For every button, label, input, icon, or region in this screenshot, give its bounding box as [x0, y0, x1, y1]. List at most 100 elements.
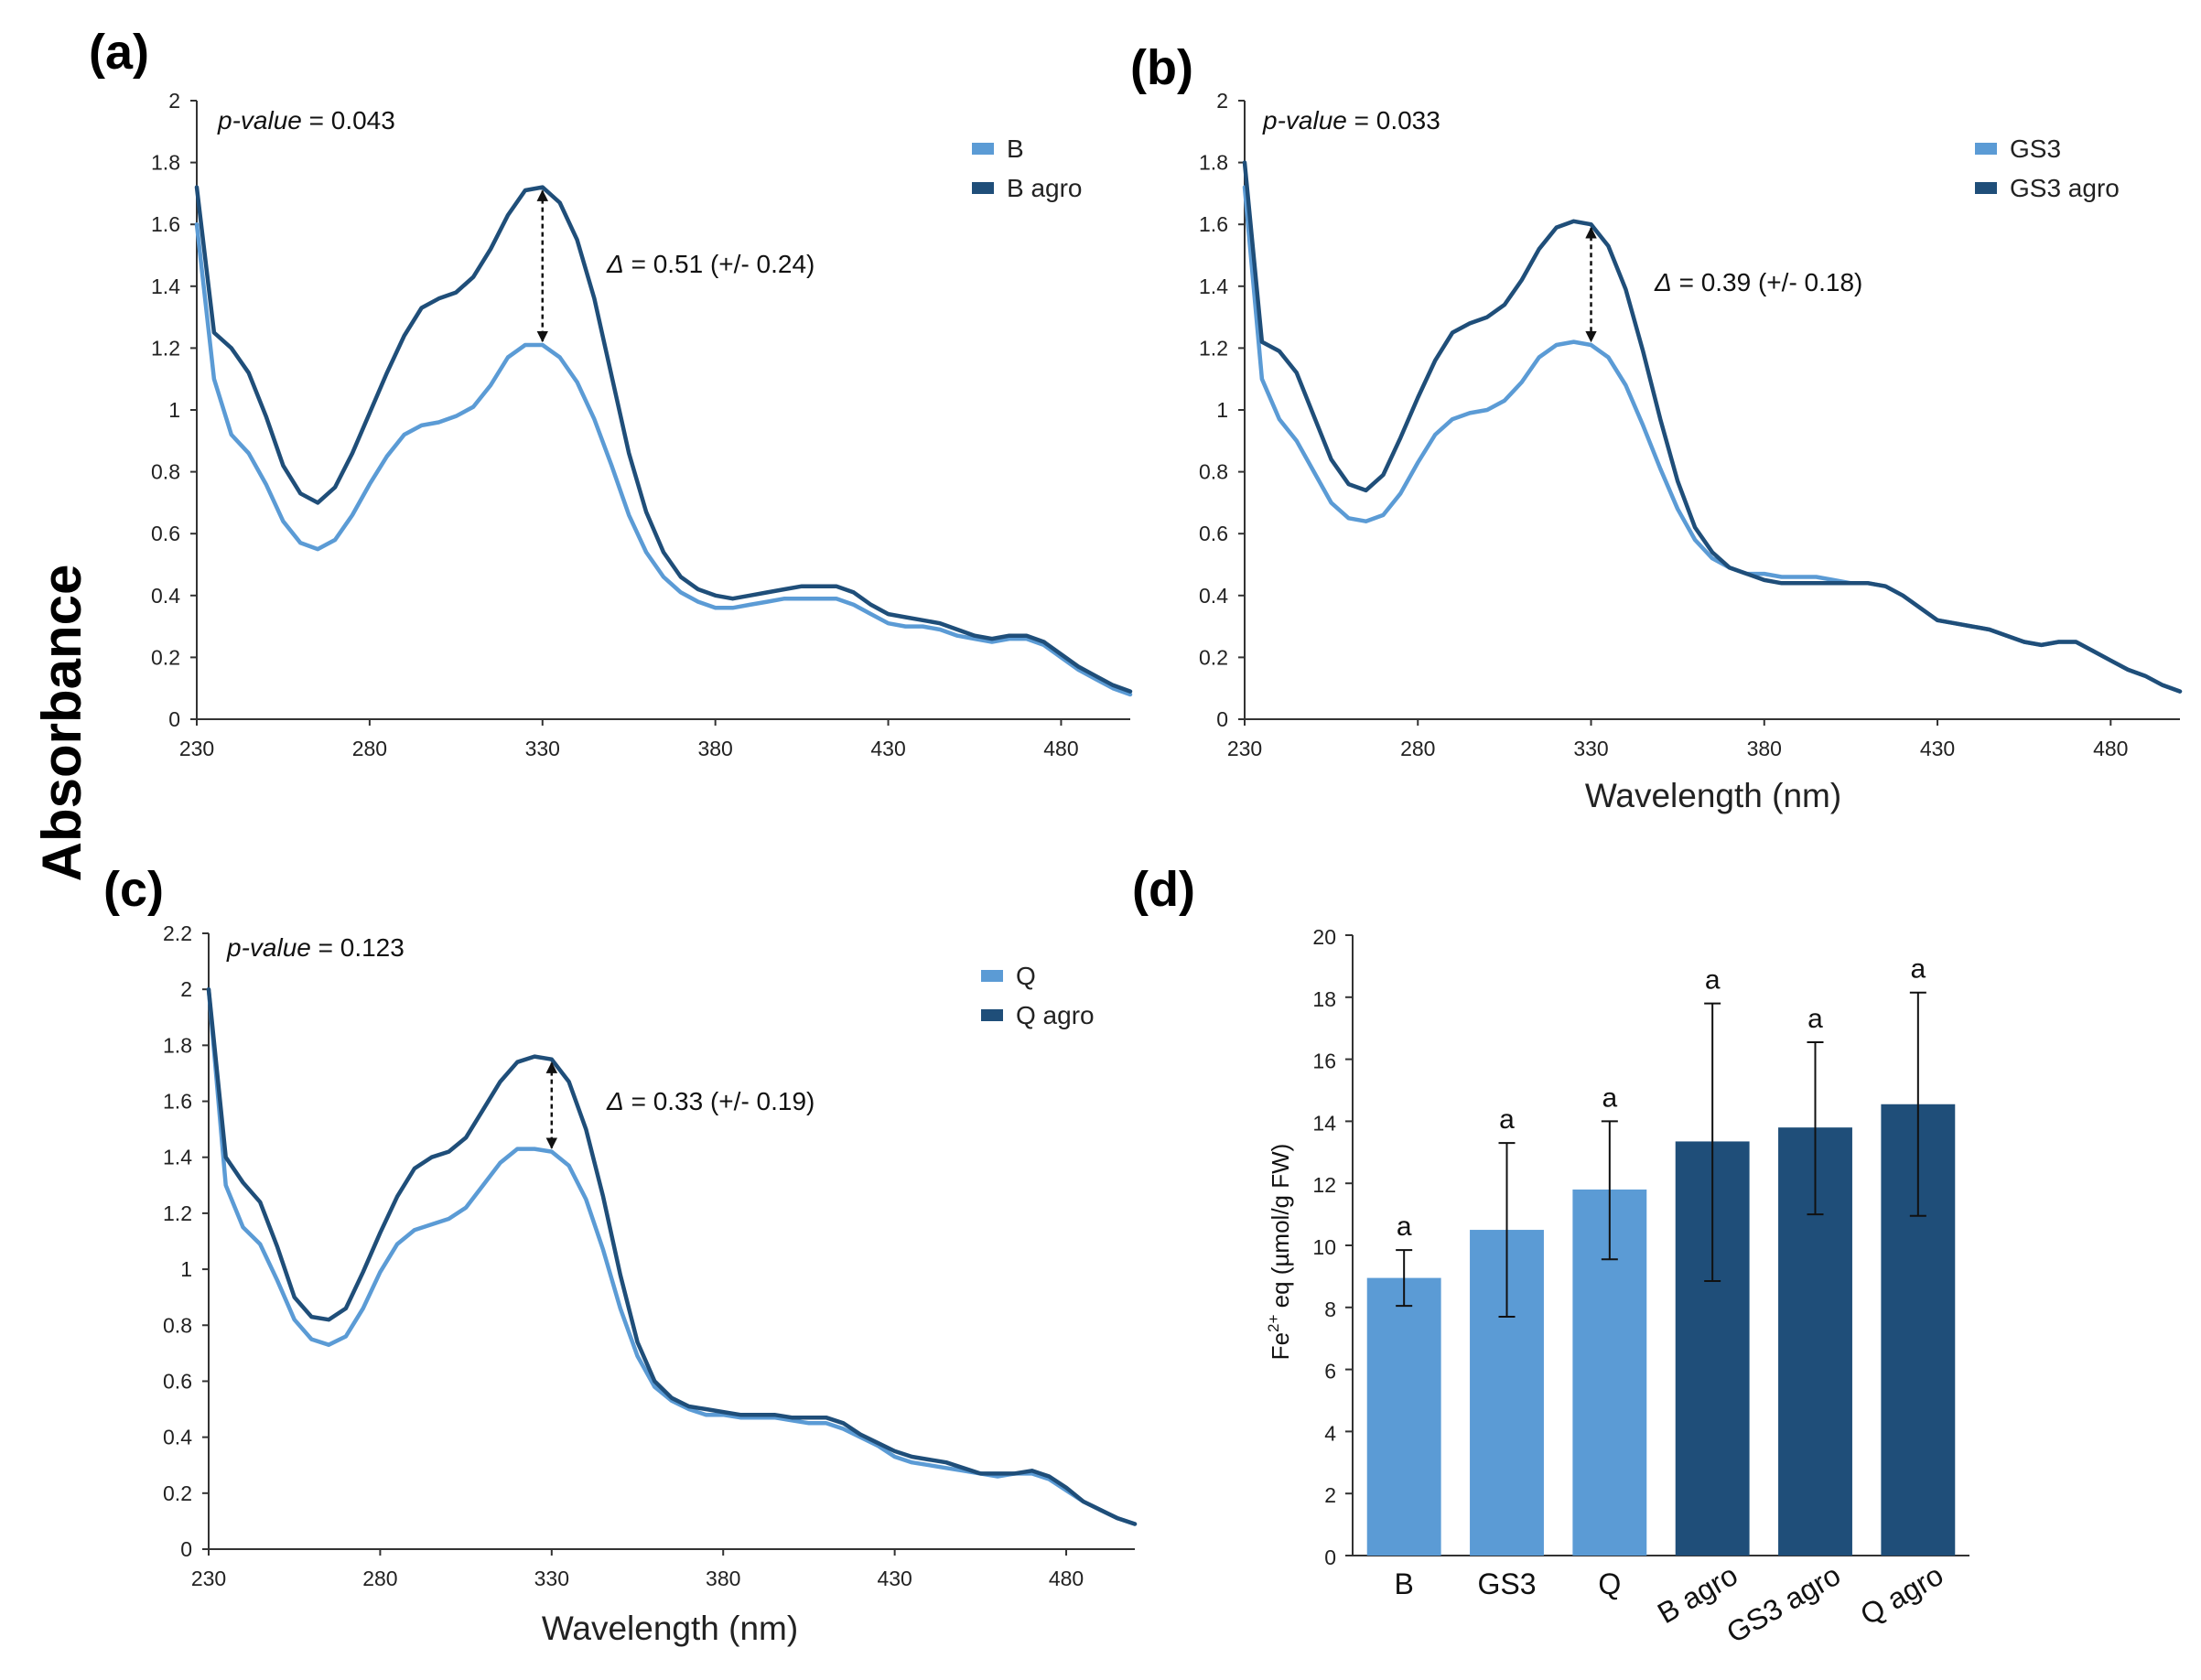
panel-a-x-tick-label: 280: [352, 737, 387, 760]
panel-c-pvalue: p-value = 0.123: [226, 933, 405, 962]
panel-b-x-tick-label: 230: [1227, 737, 1262, 760]
panel-d-category-label-q-agro: Q agro: [1855, 1558, 1949, 1632]
panel-c-y-tick-label: 1: [180, 1257, 192, 1281]
panel-d-significance-q: a: [1602, 1082, 1617, 1113]
panel-d-y-axis-label-suffix: eq (µmol/g FW): [1267, 1144, 1294, 1315]
panel-a-pvalue-label: p-value: [217, 106, 302, 135]
panel-c-y-tick-label: 0.6: [163, 1369, 192, 1393]
panel-d-y-tick-label: 0: [1324, 1545, 1336, 1569]
panel-b-x-tick-label: 480: [2093, 737, 2128, 760]
panel-c-y-tick-label: 1.2: [163, 1201, 192, 1225]
panel-d-y-tick-label: 14: [1312, 1111, 1336, 1135]
panel-b-y-tick-label: 0.8: [1199, 460, 1228, 484]
panel-d-y-tick-label: 2: [1324, 1483, 1336, 1507]
panel-b-series-gs3-agro-line: [1242, 160, 2183, 694]
panel-d-y-tick-label: 6: [1324, 1360, 1336, 1384]
panel-b-pvalue: p-value = 0.033: [1262, 106, 1440, 135]
panel-a-y-tick-label: 0.4: [151, 584, 180, 608]
panel-a-x-tick-label: 430: [870, 737, 905, 760]
panel-a-y-tick-label: 0: [168, 707, 180, 731]
panel-c-series-q-agro-line: [206, 986, 1138, 1526]
panel-a-pvalue: p-value = 0.043: [217, 106, 395, 135]
panel-b-y-tick-label: 2: [1216, 89, 1228, 113]
panel-letter-b: (b): [1130, 40, 1193, 95]
panel-d-significance-b: a: [1397, 1212, 1412, 1242]
panel-b-pvalue-value: = 0.033: [1347, 106, 1440, 135]
panel-b-x-axis-label: Wavelength (nm): [1585, 777, 1841, 814]
panel-a-pvalue-value: = 0.043: [302, 106, 395, 135]
panel-d-chart: Fe2+ eq (µmol/g FW) 0 2 4 6 8 10 12 14 16 18 20 a Ba…: [1265, 925, 1969, 1650]
panel-c-pvalue-value: = 0.123: [311, 933, 405, 962]
panel-a-delta: Δ = 0.51 (+/- 0.24): [606, 250, 815, 278]
panel-c-y-tick-label: 0.4: [163, 1426, 192, 1449]
panel-b-legend-label-gs3-agro: GS3 agro: [2010, 174, 2120, 202]
panel-a-y-tick-label: 1.6: [151, 212, 180, 236]
panel-d-y-tick-label: 18: [1312, 987, 1336, 1011]
panel-b-y-tick-label: 0.6: [1199, 522, 1228, 545]
panel-a-legend-label-b: B: [1007, 135, 1024, 163]
panel-b-y-tick-label: 1.2: [1199, 336, 1228, 360]
panel-c-x-tick-label: 430: [877, 1567, 912, 1590]
panel-d-significance-gs3: a: [1499, 1104, 1515, 1135]
panel-letter-d: (d): [1132, 862, 1195, 917]
panel-c-y-tick-label: 0: [180, 1537, 192, 1561]
panel-c-y-tick-label: 2: [180, 977, 192, 1001]
panel-letter-a: (a): [89, 25, 149, 80]
panel-d-y-tick-label: 12: [1312, 1173, 1336, 1197]
panel-a-legend-swatch-b: [972, 143, 994, 155]
panel-b-y-tick-label: 1.6: [1199, 212, 1228, 236]
panel-d-y-tick-label: 8: [1324, 1298, 1336, 1321]
panel-c-delta-symbol: Δ: [606, 1087, 624, 1115]
panel-a-y-tick-label: 0.8: [151, 460, 180, 484]
panel-a-x-tick-label: 230: [179, 737, 214, 760]
panel-letter-c: (c): [103, 862, 164, 917]
panel-b-delta-symbol: Δ: [1654, 268, 1672, 296]
panel-b-series-gs3-line: [1242, 185, 2183, 694]
panel-d-category-label-b: B: [1394, 1567, 1413, 1600]
panel-d-y-axis-label-sup: 2+: [1265, 1315, 1282, 1332]
panel-d-y-tick-label: 10: [1312, 1235, 1336, 1259]
panel-d-category-label-gs3-agro: GS3 agro: [1721, 1558, 1846, 1650]
panel-d-y-tick-label: 16: [1312, 1050, 1336, 1073]
panel-c-series-q-line: [206, 986, 1138, 1526]
panel-c-legend-label-q-agro: Q agro: [1016, 1001, 1095, 1029]
panel-c-y-tick-label: 0.2: [163, 1481, 192, 1505]
panel-b-chart: p-value = 0.033 Δ = 0.39 (+/- 0.18) Wave…: [1199, 89, 2183, 814]
panel-b-x-tick-label: 330: [1573, 737, 1608, 760]
panel-d-bar-b: [1366, 1277, 1441, 1556]
panel-c-delta: Δ = 0.33 (+/- 0.19): [606, 1087, 815, 1115]
panel-a-x-tick-label: 480: [1043, 737, 1078, 760]
panel-c-y-tick-label: 1.4: [163, 1146, 192, 1169]
panel-a-y-tick-label: 0.2: [151, 645, 180, 669]
panel-b-x-tick-label: 430: [1920, 737, 1955, 760]
panel-c-pvalue-label: p-value: [226, 933, 311, 962]
panel-c-legend: Q Q agro: [981, 962, 1095, 1029]
panel-a-series-b-line: [194, 221, 1133, 697]
panel-b-legend: GS3 GS3 agro: [1975, 135, 2120, 202]
panel-a-delta-value: = 0.51 (+/- 0.24): [624, 250, 815, 278]
panel-a-y-tick-label: 1: [168, 398, 180, 422]
panel-b-y-tick-label: 1: [1216, 398, 1228, 422]
panel-a-y-tick-label: 1.2: [151, 336, 180, 360]
panel-b-legend-label-gs3: GS3: [2010, 135, 2061, 163]
panel-c-x-axis-label: Wavelength (nm): [542, 1610, 798, 1647]
panel-b-y-tick-label: 1.8: [1199, 151, 1228, 175]
panel-c-x-tick-label: 480: [1049, 1567, 1084, 1590]
panel-d-category-label-q: Q: [1598, 1567, 1621, 1600]
panel-c-delta-value: = 0.33 (+/- 0.19): [624, 1087, 815, 1115]
panel-c-legend-swatch-q-agro: [981, 1009, 1003, 1021]
panel-d-y-axis-label-prefix: Fe: [1267, 1332, 1294, 1360]
panel-c-y-tick-label: 1.8: [163, 1033, 192, 1057]
panel-a-legend-swatch-b-agro: [972, 182, 994, 194]
panel-c-legend-swatch-q: [981, 970, 1003, 982]
panel-d-y-tick-label: 4: [1324, 1421, 1336, 1445]
panel-a-x-tick-label: 380: [697, 737, 732, 760]
panel-b-delta-value: = 0.39 (+/- 0.18): [1672, 268, 1863, 296]
panel-d-y-axis-label: Fe2+ eq (µmol/g FW): [1265, 1144, 1294, 1361]
panel-a-y-tick-label: 0.6: [151, 522, 180, 545]
panel-c-x-tick-label: 330: [534, 1567, 569, 1590]
panel-c-y-tick-label: 1.6: [163, 1090, 192, 1114]
panel-b-pvalue-label: p-value: [1262, 106, 1347, 135]
panel-b-legend-swatch-gs3: [1975, 143, 1997, 155]
